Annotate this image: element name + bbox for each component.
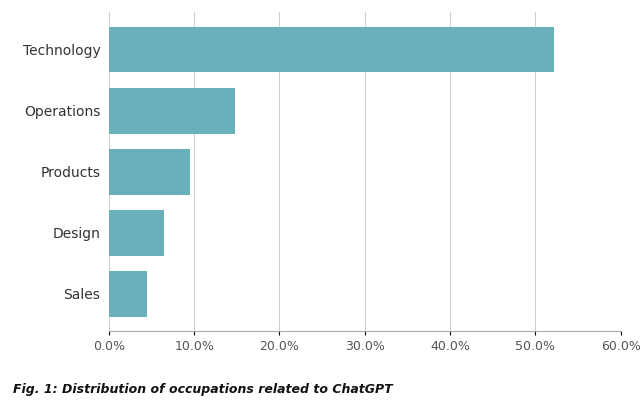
Bar <box>109 210 164 256</box>
Bar <box>109 271 147 317</box>
Bar <box>109 149 190 195</box>
Bar <box>109 27 554 72</box>
Text: Fig. 1: Distribution of occupations related to ChatGPT: Fig. 1: Distribution of occupations rela… <box>13 383 392 396</box>
Bar <box>109 88 235 134</box>
